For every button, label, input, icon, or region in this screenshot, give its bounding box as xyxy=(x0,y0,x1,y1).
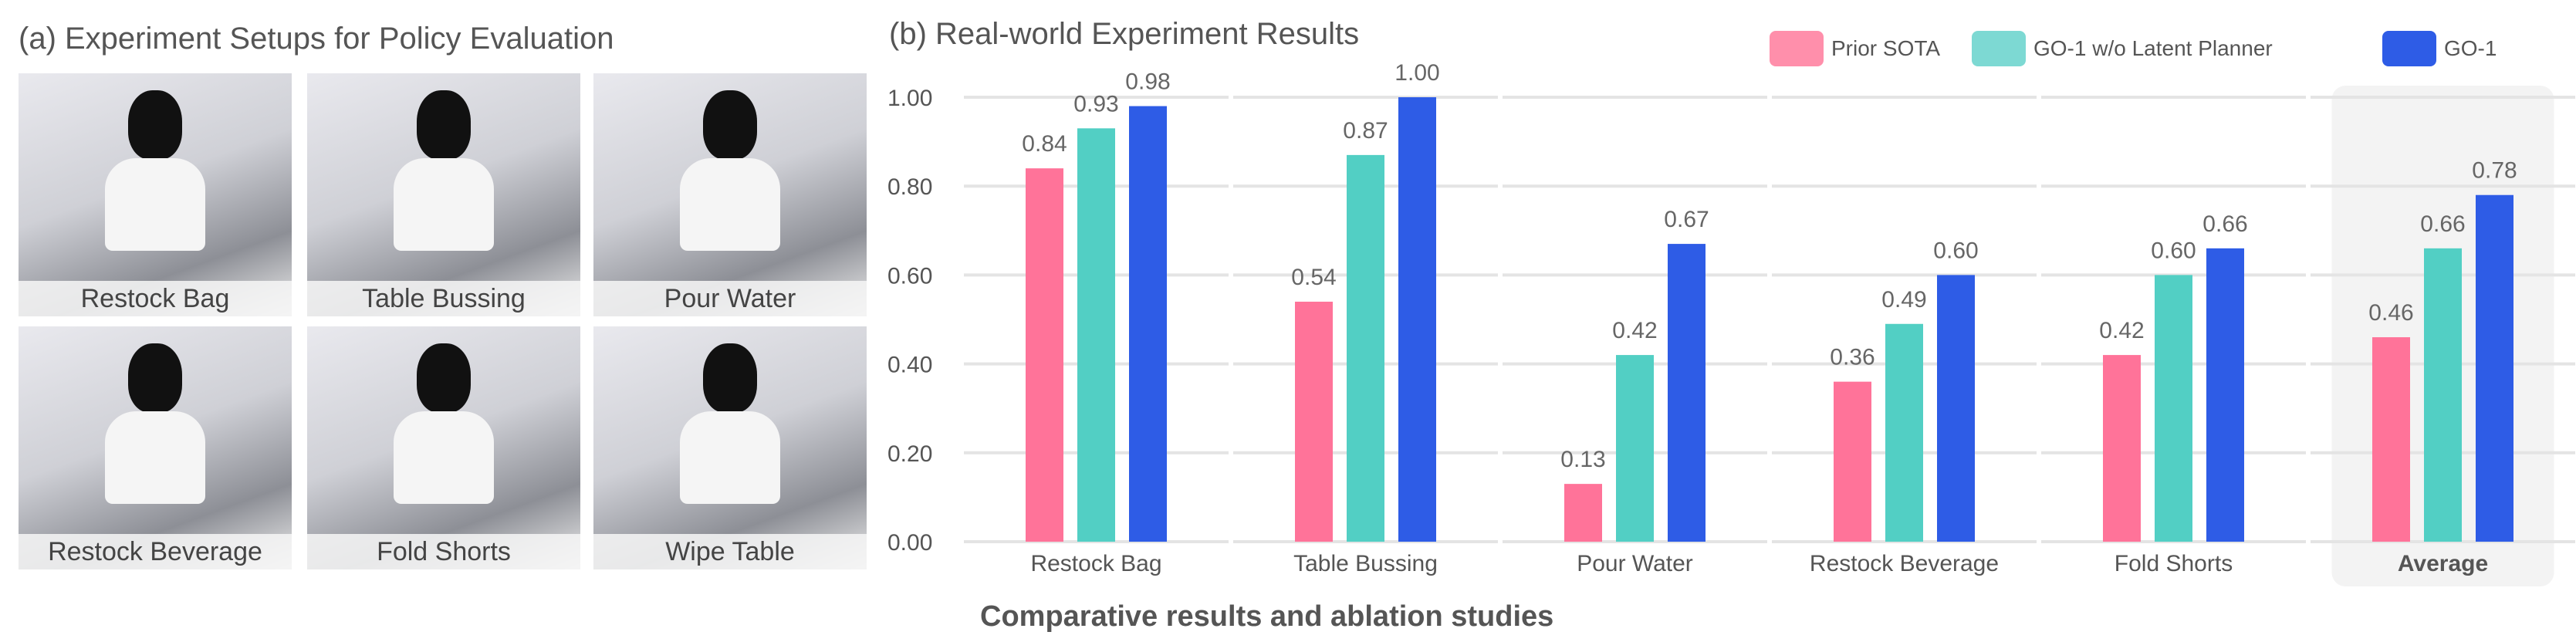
bar-value-label: 0.84 xyxy=(1022,131,1067,157)
figure-caption: Comparative results and ablation studies xyxy=(980,600,1554,633)
legend-label: GO-1 w/o Latent Planner xyxy=(2033,36,2273,60)
robot-body xyxy=(394,158,494,251)
bar-value-label: 0.46 xyxy=(2368,300,2413,326)
robot-head xyxy=(128,90,182,160)
x-category-label: Average xyxy=(2398,551,2488,576)
bar xyxy=(1564,484,1602,542)
y-tick-label: 0.20 xyxy=(887,441,932,467)
bar xyxy=(1885,323,1923,542)
bar-value-label: 0.67 xyxy=(1664,207,1709,232)
setup-photo: Fold Shorts xyxy=(307,326,580,569)
bar xyxy=(2155,275,2192,542)
robot-head xyxy=(417,90,471,160)
y-tick-label: 0.40 xyxy=(887,353,932,378)
bar xyxy=(1668,244,1706,542)
bar xyxy=(1398,97,1436,542)
legend-item-go1-wo-latent-planner: GO-1 w/o Latent Planner xyxy=(1972,31,2273,66)
robot-head xyxy=(703,90,757,160)
bar-value-label: 0.36 xyxy=(1830,345,1875,370)
bar xyxy=(1834,381,1871,542)
legend-swatch xyxy=(2382,31,2436,66)
bar-value-label: 0.13 xyxy=(1560,447,1605,472)
bar xyxy=(1077,128,1115,542)
bar-value-label: 0.87 xyxy=(1343,118,1388,144)
legend-swatch xyxy=(1972,31,2026,66)
y-tick-label: 0.00 xyxy=(887,530,932,556)
bar xyxy=(1129,106,1167,542)
bar-value-label: 0.78 xyxy=(2472,158,2517,184)
bar xyxy=(2424,248,2462,542)
y-tick-label: 1.00 xyxy=(887,86,932,111)
bar-value-label: 0.54 xyxy=(1291,265,1336,290)
setup-photo: Table Bussing xyxy=(307,73,580,316)
robot-body xyxy=(680,411,780,504)
bar-value-label: 0.42 xyxy=(1612,318,1657,343)
y-tick-label: 0.80 xyxy=(887,174,932,200)
legend-label: GO-1 xyxy=(2444,36,2497,60)
setup-photo-label: Pour Water xyxy=(593,281,867,316)
legend-item-prior-sota: Prior SOTA xyxy=(1770,31,1940,66)
bar xyxy=(2372,337,2410,542)
bar-value-label: 0.66 xyxy=(2420,211,2465,237)
bar-value-label: 0.60 xyxy=(2151,238,2196,263)
robot-body xyxy=(105,158,205,251)
bar-value-label: 1.00 xyxy=(1394,60,1439,86)
setup-photo: Pour Water xyxy=(593,73,867,316)
x-category-label: Restock Beverage xyxy=(1810,551,1999,576)
bar xyxy=(1937,275,1975,542)
setup-photo-label: Restock Bag xyxy=(19,281,292,316)
robot-body xyxy=(394,411,494,504)
setup-photo: Restock Bag xyxy=(19,73,292,316)
bar xyxy=(1616,355,1654,542)
robot-head xyxy=(703,343,757,413)
chart-title: (b) Real-world Experiment Results xyxy=(889,17,1360,51)
x-category-label: Table Bussing xyxy=(1293,551,1438,576)
setup-photo: Restock Beverage xyxy=(19,326,292,569)
bar-value-label: 0.66 xyxy=(2202,211,2247,237)
x-category-label: Pour Water xyxy=(1577,551,1693,576)
x-category-label: Fold Shorts xyxy=(2115,551,2233,576)
setup-photo-label: Restock Beverage xyxy=(19,534,292,569)
robot-body xyxy=(680,158,780,251)
x-category-label: Restock Bag xyxy=(1030,551,1161,576)
legend-swatch xyxy=(1770,31,1824,66)
bar xyxy=(1347,154,1384,542)
bar-value-label: 0.60 xyxy=(1933,238,1978,263)
bar xyxy=(2476,194,2513,542)
setup-photo: Wipe Table xyxy=(593,326,867,569)
bar xyxy=(2206,248,2244,542)
bar-value-label: 0.93 xyxy=(1073,91,1118,117)
bar-value-label: 0.98 xyxy=(1125,69,1170,95)
setup-photo-label: Wipe Table xyxy=(593,534,867,569)
robot-body xyxy=(105,411,205,504)
bar xyxy=(2103,355,2141,542)
bar-value-label: 0.42 xyxy=(2099,318,2144,343)
robot-head xyxy=(417,343,471,413)
left-panel-title: (a) Experiment Setups for Policy Evaluat… xyxy=(19,22,614,56)
setup-photo-label: Fold Shorts xyxy=(307,534,580,569)
y-tick-label: 0.60 xyxy=(887,263,932,289)
legend-label: Prior SOTA xyxy=(1831,36,1941,60)
bar xyxy=(1295,301,1333,542)
legend-item-go1: GO-1 xyxy=(2382,31,2497,66)
bar-value-label: 0.49 xyxy=(1881,287,1926,313)
robot-head xyxy=(128,343,182,413)
bar xyxy=(1026,168,1063,542)
setup-photo-label: Table Bussing xyxy=(307,281,580,316)
